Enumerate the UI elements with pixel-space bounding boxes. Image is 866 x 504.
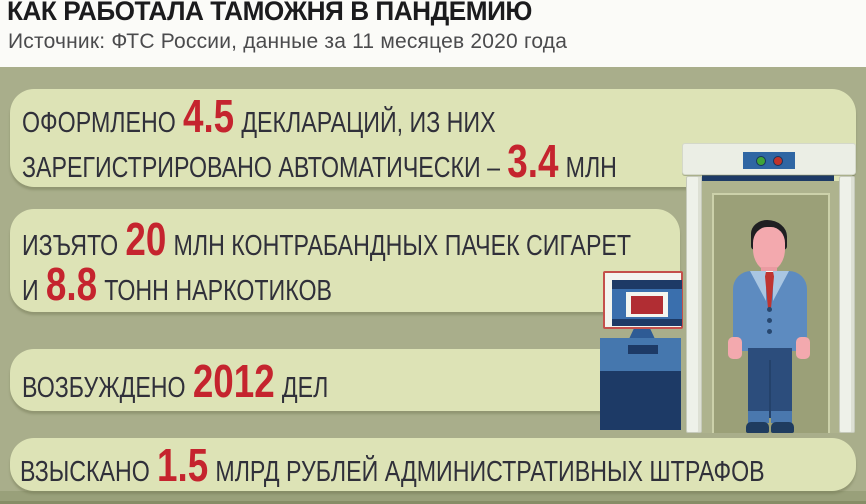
monitor-stand-neck xyxy=(629,329,655,339)
stat-line: ОФОРМЛЕНО 4.5 ДЕКЛАРАЦИЙ, ИЗ НИХ xyxy=(22,90,689,142)
stat-value: 20 xyxy=(125,212,167,265)
stat-text-pre: ЗАРЕГИСТРИРОВАНО АВТОМАТИЧЕСКИ – xyxy=(22,152,501,184)
stat-text-post: МЛН xyxy=(565,152,617,184)
stat-text-pre: ИЗЪЯТО xyxy=(22,229,119,262)
traveler-shoe-left xyxy=(746,422,769,433)
red-light-icon xyxy=(772,155,783,166)
stat-value: 1.5 xyxy=(157,439,209,491)
monitor-kiosk xyxy=(600,269,684,431)
traveler-hand-right xyxy=(796,337,810,359)
trouser-cuff-left xyxy=(748,411,769,423)
stat-card-criminal-cases: ВОЗБУЖДЕНО 2012 ДЕЛ xyxy=(10,349,672,411)
stat-value: 8.8 xyxy=(45,257,98,310)
stat-line: ИЗЪЯТО 20 МЛН КОНТРАБАНДНЫХ ПАЧЕК СИГАРЕ… xyxy=(22,212,631,265)
monitor-scan-object xyxy=(631,296,663,314)
stat-line: ЗАРЕГИСТРИРОВАНО АВТОМАТИЧЕСКИ – 3.4 МЛН xyxy=(22,135,689,187)
trouser-cuff-right xyxy=(771,411,792,423)
stat-text-post: ТОНН НАРКОТИКОВ xyxy=(104,274,332,307)
floor-strip xyxy=(0,491,866,504)
traveler-figure xyxy=(728,215,810,433)
green-light-icon xyxy=(755,155,766,166)
status-lights-panel xyxy=(743,152,795,169)
stat-line: ВЗЫСКАНО 1.5 МЛРД РУБЛЕЙ АДМИНИСТРАТИВНЫ… xyxy=(20,439,765,491)
monitor-bottom-bar xyxy=(612,319,682,326)
traveler-hand-left xyxy=(728,337,742,359)
stat-text-pre: И xyxy=(22,274,39,307)
kiosk-pedestal-body xyxy=(600,371,681,430)
stat-line: И 8.8 ТОНН НАРКОТИКОВ xyxy=(22,257,548,310)
inspection-monitor-icon xyxy=(603,271,683,329)
traveler-tie xyxy=(765,272,774,310)
stat-card-fines: ВЗЫСКАНО 1.5 МЛРД РУБЛЕЙ АДМИНИСТРАТИВНЫ… xyxy=(10,438,856,491)
traveler-face xyxy=(753,227,785,271)
kiosk-pedestal-top xyxy=(600,338,681,371)
stat-value: 3.4 xyxy=(507,135,559,187)
stat-text-post: МЛРД РУБЛЕЙ АДМИНИСТРАТИВНЫХ ШТРАФОВ xyxy=(215,456,765,488)
stat-card-declarations: ОФОРМЛЕНО 4.5 ДЕКЛАРАЦИЙ, ИЗ НИХ ЗАРЕГИС… xyxy=(10,89,856,187)
jacket-button xyxy=(767,318,772,323)
stat-text-post: ДЕКЛАРАЦИЙ, ИЗ НИХ xyxy=(241,107,496,139)
source-caption: Источник: ФТС России, данные за 11 месяц… xyxy=(8,30,568,53)
gate-post-left xyxy=(686,176,702,433)
page-title: КАК РАБОТАЛА ТАМОЖНЯ В ПАНДЕМИЮ xyxy=(7,0,532,26)
stat-text-pre: ВОЗБУЖДЕНО xyxy=(22,371,186,404)
traveler-shoe-right xyxy=(771,422,794,433)
stat-value: 2012 xyxy=(192,354,275,407)
gate-top-bar xyxy=(702,174,834,181)
header: КАК РАБОТАЛА ТАМОЖНЯ В ПАНДЕМИЮ Источник… xyxy=(0,0,866,67)
stat-line: ВОЗБУЖДЕНО 2012 ДЕЛ xyxy=(22,354,542,407)
stat-text-pre: ВЗЫСКАНО xyxy=(20,456,150,488)
gate-post-right xyxy=(839,176,855,433)
kiosk-slot xyxy=(628,345,658,354)
stat-text-post: ДЕЛ xyxy=(281,371,329,404)
stat-text-post: МЛН КОНТРАБАНДНЫХ ПАЧЕК СИГАРЕТ xyxy=(173,229,632,262)
stat-value: 4.5 xyxy=(182,90,235,142)
jacket-button xyxy=(767,329,772,334)
traveler-legs xyxy=(748,348,792,418)
stat-text-pre: ОФОРМЛЕНО xyxy=(22,107,176,139)
stat-card-seizures: ИЗЪЯТО 20 МЛН КОНТРАБАНДНЫХ ПАЧЕК СИГАРЕ… xyxy=(10,209,680,312)
jacket-button xyxy=(767,307,772,312)
monitor-top-bar xyxy=(612,280,682,289)
